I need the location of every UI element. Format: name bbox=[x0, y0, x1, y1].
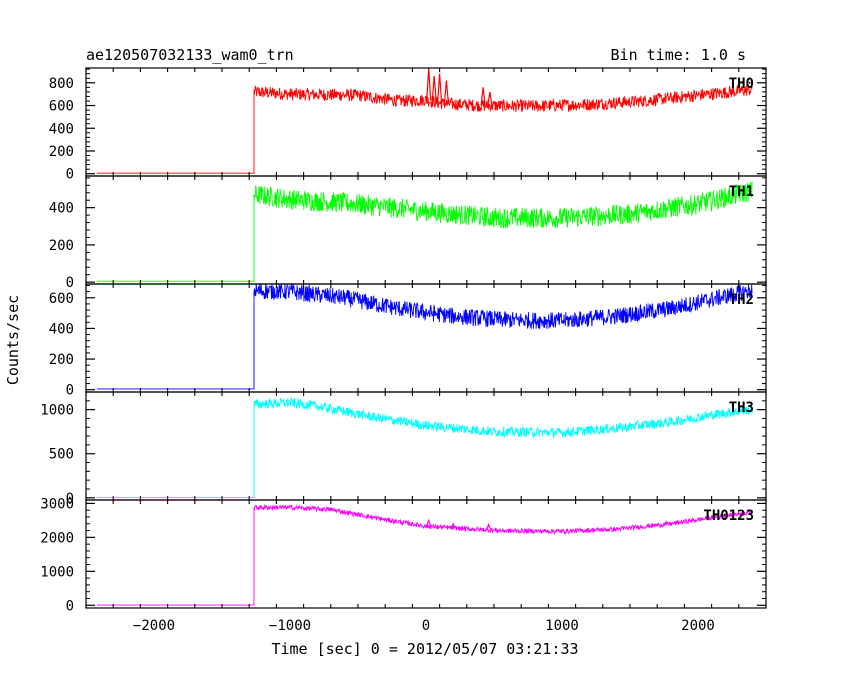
y-tick-label-th3: 500 bbox=[49, 447, 74, 463]
x-tick-label: −2000 bbox=[133, 618, 175, 634]
series-th0 bbox=[96, 83, 753, 174]
spike-th0-1 bbox=[431, 75, 437, 102]
y-tick-label-th2: 400 bbox=[49, 321, 74, 337]
y-tick-label-th0123: 3000 bbox=[40, 496, 74, 512]
y-tick-label-th0: 800 bbox=[49, 76, 74, 92]
x-tick-label: 2000 bbox=[681, 618, 715, 634]
panel-label-th2: TH2 bbox=[729, 292, 754, 308]
y-tick-label-th0: 200 bbox=[49, 144, 74, 160]
y-tick-label-th1: 200 bbox=[49, 238, 74, 254]
panel-frame-th0123 bbox=[85, 499, 767, 609]
x-axis-label: Time [sec] 0 = 2012/05/07 03:21:33 bbox=[271, 640, 578, 658]
x-tick-label: 0 bbox=[422, 618, 430, 634]
y-axis-label: Counts/sec bbox=[4, 295, 22, 385]
panel-frame-th3 bbox=[85, 391, 767, 501]
y-tick-label-th0: 600 bbox=[49, 99, 74, 115]
spike-th0-2 bbox=[437, 73, 443, 104]
panel-frame-th2 bbox=[85, 283, 767, 393]
spike-th0-4 bbox=[480, 87, 486, 106]
y-tick-label-th2: 0 bbox=[66, 383, 74, 399]
spike-th0-3 bbox=[443, 80, 449, 104]
y-tick-label-th0: 400 bbox=[49, 121, 74, 137]
spike-th0-5 bbox=[487, 91, 493, 106]
panel-label-th0: TH0 bbox=[729, 76, 754, 92]
panel-label-th3: TH3 bbox=[729, 400, 754, 416]
y-tick-label-th2: 200 bbox=[49, 352, 74, 368]
series-th3 bbox=[96, 397, 753, 498]
y-tick-label-th3: 1000 bbox=[40, 403, 74, 419]
y-tick-label-th0123: 2000 bbox=[40, 530, 74, 546]
series-th0123 bbox=[96, 503, 753, 606]
panels-group: 0 200 400 600 800 TH0 0 200 400 TH1 0 200 400 600 TH2 0… bbox=[40, 67, 767, 634]
spike-th0123-0 bbox=[426, 518, 432, 527]
y-tick-label-th3: 0 bbox=[66, 491, 74, 507]
x-tick-label: 1000 bbox=[545, 618, 579, 634]
spike-th0123-1 bbox=[450, 522, 456, 529]
y-tick-label-th2: 600 bbox=[49, 291, 74, 307]
y-tick-label-th1: 400 bbox=[49, 201, 74, 217]
panel-frame-th1 bbox=[85, 175, 767, 285]
spike-th0123-2 bbox=[486, 522, 492, 531]
y-tick-label-th0123: 1000 bbox=[40, 564, 74, 580]
panel-label-th1: TH1 bbox=[729, 184, 754, 200]
panel-label-th0123: TH0123 bbox=[703, 508, 754, 524]
y-tick-label-th0: 0 bbox=[66, 167, 74, 183]
chart-title: ae120507032133_wam0_trn bbox=[86, 46, 294, 64]
series-th1 bbox=[96, 181, 753, 282]
y-tick-label-th1: 0 bbox=[66, 275, 74, 291]
bin-time-label: Bin time: 1.0 s bbox=[611, 46, 746, 64]
panel-frame-th0 bbox=[85, 67, 767, 177]
x-tick-label: −1000 bbox=[269, 618, 311, 634]
y-tick-label-th0123: 0 bbox=[66, 598, 74, 614]
spike-th0-0 bbox=[426, 68, 432, 101]
series-th2 bbox=[96, 284, 753, 390]
